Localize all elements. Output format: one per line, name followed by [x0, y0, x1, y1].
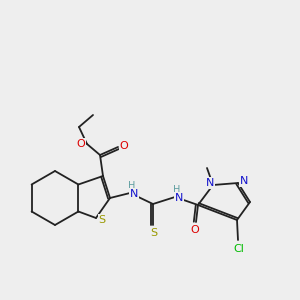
Text: O: O	[76, 139, 85, 149]
Text: N: N	[206, 178, 214, 188]
Text: H: H	[128, 181, 136, 191]
Text: H: H	[173, 185, 181, 195]
Text: O: O	[190, 225, 200, 235]
Text: S: S	[98, 215, 106, 225]
Text: O: O	[120, 141, 128, 151]
Text: S: S	[150, 228, 158, 238]
Text: N: N	[240, 176, 248, 186]
Text: N: N	[175, 193, 183, 203]
Text: N: N	[130, 189, 138, 199]
Text: Cl: Cl	[234, 244, 244, 254]
